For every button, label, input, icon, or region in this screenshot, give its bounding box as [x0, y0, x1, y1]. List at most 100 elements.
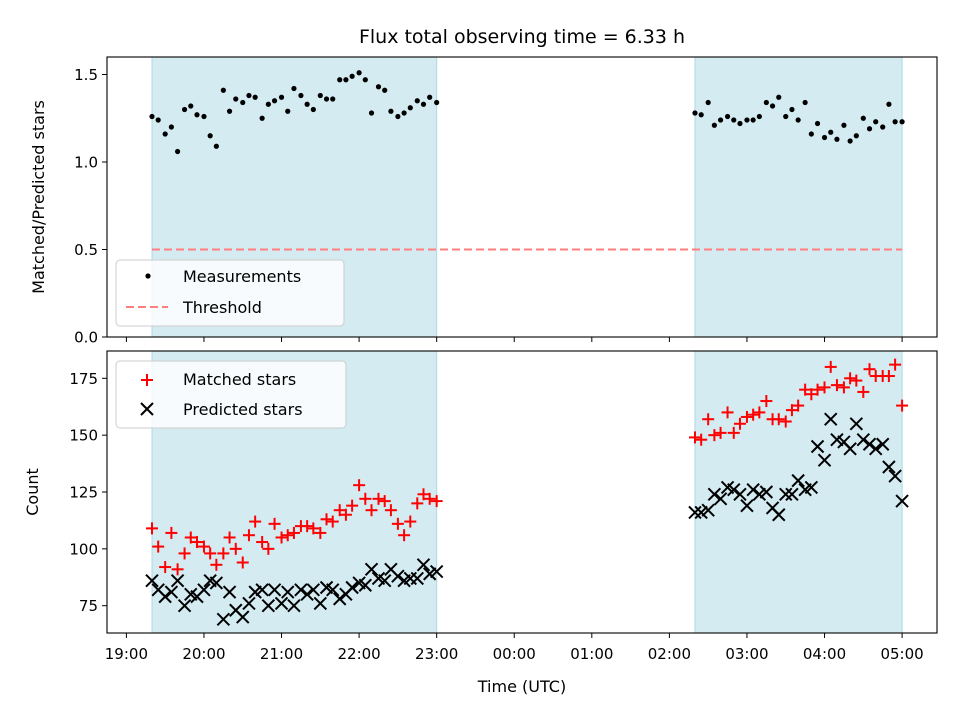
matched-star-point	[772, 413, 785, 426]
matched-star-point	[359, 492, 372, 505]
predicted-star-point	[785, 487, 799, 501]
matched-star-point	[378, 495, 391, 508]
bottom-legend: Matched stars Predicted stars	[115, 360, 347, 429]
measurement-point	[285, 108, 291, 114]
predicted-star-point	[158, 589, 172, 604]
measurement-point	[162, 131, 168, 137]
matched-star-point	[287, 526, 300, 539]
predicted-star-point	[358, 578, 373, 592]
matched-star-point	[805, 388, 818, 401]
matched-star-point	[197, 540, 210, 553]
measurement-point	[828, 129, 834, 135]
top-x-ticks	[125, 337, 903, 342]
measurement-point	[291, 85, 297, 92]
matched-star-point	[204, 547, 217, 560]
measurement-point	[233, 96, 239, 102]
bottom-shaded-interval-1	[694, 350, 903, 634]
measurement-point	[271, 98, 278, 104]
bottom-y-tick-label: 125	[69, 484, 98, 502]
predicted-star-point	[843, 442, 857, 456]
measurement-point	[368, 110, 375, 116]
matched-star-point	[889, 358, 902, 371]
measurement-point	[750, 117, 756, 123]
measurement-point	[789, 106, 795, 113]
matched-star-point	[275, 531, 288, 544]
matched-star-point	[863, 363, 876, 376]
matched-star-point	[799, 383, 812, 396]
bottom-y-tick-label: 150	[69, 427, 98, 445]
measurement-point	[756, 113, 762, 120]
matched-star-point	[837, 381, 850, 394]
measurement-point	[298, 92, 304, 99]
matched-star-point	[779, 415, 792, 428]
measurement-point	[892, 119, 898, 125]
measurement-point	[259, 115, 265, 121]
measurement-point	[853, 133, 859, 139]
measurement-point	[434, 99, 440, 106]
measurement-point	[278, 94, 285, 100]
measurement-point	[201, 113, 207, 120]
measurement-point	[834, 136, 840, 142]
measurement-point	[323, 96, 330, 102]
bottom-y-tick-label: 75	[79, 597, 98, 615]
x-tick-label: 19:00	[105, 645, 148, 663]
legend-label-measurements: Measurements	[183, 267, 301, 286]
x-tick-label: 21:00	[260, 645, 303, 663]
measurement-point	[310, 106, 316, 113]
matched-star-point	[404, 515, 417, 528]
measurement-point	[880, 124, 886, 130]
predicted-star-point	[197, 583, 211, 597]
matched-star-point	[281, 529, 294, 542]
measurement-point	[783, 113, 789, 120]
measurement-point	[246, 92, 252, 99]
predicted-star-point	[326, 583, 340, 597]
measurement-point	[181, 106, 188, 113]
matched-star-point	[268, 517, 281, 530]
predicted-star-point	[416, 558, 431, 572]
matched-star-point	[721, 406, 734, 419]
x-tick-label: 05:00	[880, 645, 923, 663]
matched-star-point	[184, 531, 197, 544]
top-y-tick-label: 1.5	[74, 66, 98, 84]
predicted-star-point	[281, 585, 295, 599]
matched-star-point	[223, 531, 236, 544]
measurement-points	[149, 70, 905, 155]
measurement-point	[427, 94, 433, 100]
measurement-point	[769, 103, 776, 109]
matched-star-point	[882, 370, 895, 383]
measurement-point	[375, 84, 382, 90]
x-tick-label: 02:00	[648, 645, 691, 663]
predicted-star-point	[216, 612, 231, 627]
measurement-point	[414, 98, 420, 104]
matched-star-point	[811, 383, 824, 396]
measurement-point	[168, 124, 174, 130]
matched-star-point	[333, 504, 346, 517]
matched-star-point	[314, 526, 327, 539]
matched-star-point	[384, 504, 397, 517]
measurement-point	[860, 115, 866, 121]
top-axes-frame	[106, 56, 938, 338]
top-y-tick-label: 0.5	[74, 241, 98, 259]
matched-star-point	[760, 395, 773, 408]
x-tick-label: 04:00	[803, 645, 846, 663]
matched-star-point	[714, 426, 727, 439]
matched-star-point	[145, 522, 158, 535]
top-legend-box	[115, 259, 345, 327]
matched-star-point	[152, 540, 165, 553]
measurement-point	[220, 87, 226, 93]
predicted-star-point	[875, 437, 890, 451]
matched-star-point	[236, 556, 249, 569]
predicted-star-point	[410, 571, 424, 586]
matched-star-point	[792, 399, 805, 412]
x-tick-label: 00:00	[493, 645, 536, 663]
matched-star-point	[818, 381, 831, 394]
predicted-star-point	[236, 610, 250, 624]
legend-label-predicted: Predicted stars	[183, 400, 303, 419]
predicted-star-point	[707, 487, 722, 501]
measurement-point	[420, 101, 427, 107]
measurement-point	[692, 110, 698, 116]
measurement-point	[349, 73, 355, 79]
measurement-point	[744, 117, 750, 123]
measurement-point	[362, 77, 368, 83]
